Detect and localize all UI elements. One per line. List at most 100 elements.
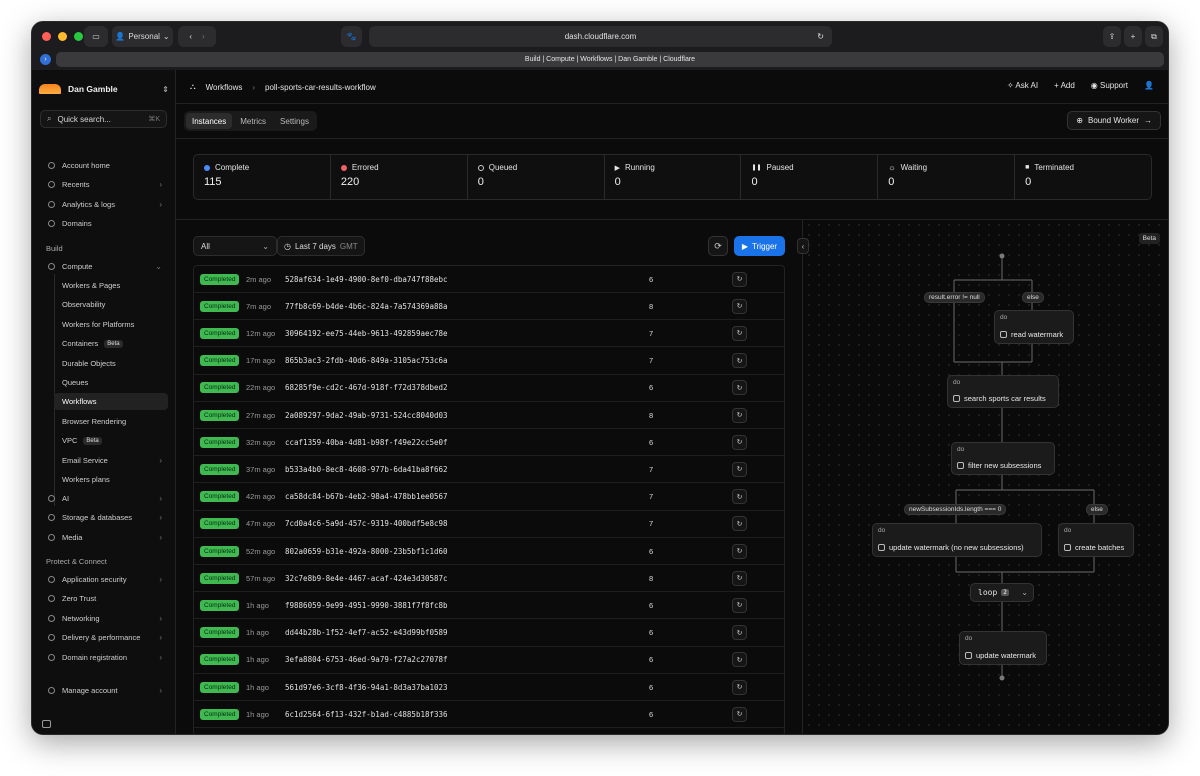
reload-icon[interactable]: ↻ [817, 32, 824, 41]
node-update-watermark[interactable]: do update watermark [959, 631, 1047, 665]
add-button[interactable]: + Add [1054, 81, 1075, 90]
share-icon[interactable]: ⇪ [1103, 26, 1121, 47]
close-window-button[interactable] [42, 32, 51, 41]
table-row[interactable]: Completed 1h ago f9886059-9e99-4951-9990-3… [194, 592, 784, 620]
sidebar-item-vpc[interactable]: VPC Beta [54, 432, 168, 449]
table-row[interactable]: Completed 57m ago 32c7e8b9-8e4e-4467-acaf-… [194, 565, 784, 593]
forward-icon[interactable]: › [202, 32, 205, 41]
extension-paw-icon[interactable]: 🐾 [341, 26, 362, 47]
table-row[interactable]: Completed 42m ago ca58dc84-b67b-4eb2-98a4-… [194, 484, 784, 511]
sidebar-item-storage-databases[interactable]: Storage & databases › [40, 509, 168, 526]
table-row[interactable]: Completed 1h ago dd44b28b-1f52-4ef7-ac52-e… [194, 620, 784, 647]
table-row[interactable]: Completed 12m ago 30964192-ee75-44eb-9613-… [194, 320, 784, 348]
tab-instances[interactable]: Instances [186, 113, 233, 129]
sidebar-item-domains[interactable]: Domains [40, 215, 168, 232]
table-row[interactable]: Completed 37m ago b533a4b0-8ec8-4608-977b-… [194, 456, 784, 484]
sidebar-item-durable-objects[interactable]: Durable Objects [54, 355, 168, 372]
tab-settings[interactable]: Settings [280, 116, 309, 126]
restart-instance-button[interactable]: ↻ [732, 434, 747, 450]
sidebar-item-compute[interactable]: Compute ⌄ [40, 258, 168, 275]
stat-waiting[interactable]: ☼ Waiting 0 [878, 155, 1016, 199]
tab-group-icon[interactable]: › [40, 54, 51, 65]
table-row[interactable]: Completed 27m ago 2a089297-9da2-49ab-9731-… [194, 402, 784, 429]
sidebar-toggle-icon[interactable]: ▭ [84, 26, 108, 47]
table-row[interactable]: Completed 47m ago 7cd0a4c6-5a9d-457c-9319-… [194, 511, 784, 538]
tab-metrics[interactable]: Metrics [240, 116, 267, 126]
zoom-window-button[interactable] [74, 32, 83, 41]
sidebar-item-email-service[interactable]: Email Service › [54, 452, 168, 469]
table-row[interactable]: Completed 17m ago 865b3ac3-2fdb-40d6-849a-… [194, 348, 784, 375]
sidebar-item-manage-account[interactable]: Manage account › [40, 682, 168, 699]
node-create-batches[interactable]: do create batches [1058, 523, 1134, 557]
condition-else[interactable]: else [1086, 504, 1108, 515]
sidebar-item-workflows[interactable]: Workflows [54, 393, 168, 411]
stat-running[interactable]: ▶ Running 0 [605, 155, 742, 199]
restart-instance-button[interactable]: ↻ [732, 652, 747, 668]
sidebar-item-ai[interactable]: AI › [40, 490, 168, 507]
stat-terminated[interactable]: ■ Terminated 0 [1015, 155, 1151, 199]
tabs-overview-icon[interactable]: ⧉ [1145, 26, 1163, 47]
sidebar-item-analytics-logs[interactable]: Analytics & logs › [40, 196, 168, 213]
table-row[interactable]: Completed 2m ago 528af634-1e49-4900-8ef0-d… [194, 266, 784, 293]
table-row[interactable]: Completed 22m ago 68285f9e-cd2c-467d-918f-… [194, 375, 784, 402]
restart-instance-button[interactable]: ↻ [732, 461, 747, 477]
breadcrumb-workflows[interactable]: Workflows [205, 82, 243, 92]
restart-instance-button[interactable]: ↻ [732, 543, 747, 559]
sidebar-item-media[interactable]: Media › [40, 529, 168, 546]
address-bar[interactable]: dash.cloudflare.com ↻ [369, 26, 832, 47]
collapse-panel-button[interactable]: ‹ [797, 238, 809, 254]
collapse-sidebar-icon[interactable] [42, 720, 51, 728]
restart-instance-button[interactable]: ↻ [732, 325, 747, 341]
sidebar-item-recents[interactable]: Recents › [40, 176, 168, 193]
status-filter[interactable]: All ⌄ [193, 236, 277, 256]
stat-queued[interactable]: Queued 0 [468, 155, 605, 199]
ask-ai-button[interactable]: ✧ Ask AI [1007, 81, 1038, 90]
quick-search[interactable]: ⌕ Quick search... ⌘K [40, 110, 167, 128]
loop-node[interactable]: loop 2 ⌄ [970, 583, 1034, 602]
bound-worker-button[interactable]: ⊕ Bound Worker → [1067, 111, 1161, 130]
stat-complete[interactable]: Complete 115 [194, 155, 331, 199]
time-range-picker[interactable]: ◷ Last 7 days GMT [277, 236, 365, 256]
workflow-graph[interactable]: Beta result.error != null else do rea [804, 220, 1168, 734]
account-switcher[interactable]: Dan Gamble ⇕ [39, 82, 169, 96]
sidebar-item-browser-rendering[interactable]: Browser Rendering [54, 413, 168, 430]
node-update-no-new[interactable]: do update watermark (no new subsessions) [872, 523, 1042, 557]
sidebar-item-account-home[interactable]: Account home [40, 157, 168, 174]
restart-instance-button[interactable]: ↻ [732, 516, 747, 532]
trigger-button[interactable]: ▶ Trigger [734, 236, 785, 256]
node-filter-subsessions[interactable]: do filter new subsessions [951, 442, 1055, 475]
stat-errored[interactable]: Errored 220 [331, 155, 468, 199]
sidebar-item-delivery-performance[interactable]: Delivery & performance › [40, 629, 168, 646]
table-row[interactable]: Completed 7m ago 77fb8c69-b4de-4b6c-824a-7… [194, 293, 784, 321]
node-read-watermark[interactable]: do read watermark [994, 310, 1074, 344]
user-icon[interactable]: 👤 [1144, 81, 1154, 90]
restart-instance-button[interactable]: ↻ [732, 271, 747, 287]
restart-instance-button[interactable]: ↻ [732, 298, 747, 314]
minimize-window-button[interactable] [58, 32, 67, 41]
profile-button[interactable]: 👤 Personal ⌄ [112, 26, 173, 47]
sidebar-item-application-security[interactable]: Application security › [40, 571, 168, 588]
node-search-results[interactable]: do search sports car results [947, 375, 1059, 408]
sidebar-item-workers-for-platforms[interactable]: Workers for Platforms [54, 316, 168, 333]
sidebar-item-networking[interactable]: Networking › [40, 610, 168, 627]
table-row[interactable]: Completed 32m ago ccaf1359-40ba-4d81-b98f-… [194, 429, 784, 457]
new-tab-icon[interactable]: + [1124, 26, 1142, 47]
chevron-down-icon[interactable]: ⌄ [1021, 588, 1028, 597]
sidebar-item-domain-registration[interactable]: Domain registration › [40, 649, 168, 666]
condition-length[interactable]: newSubsessionIds.length === 0 [904, 504, 1007, 515]
refresh-button[interactable]: ⟳ [708, 236, 728, 256]
table-row[interactable]: Completed↻ [194, 728, 784, 734]
stat-paused[interactable]: ❚❚ Paused 0 [741, 155, 879, 199]
restart-instance-button[interactable]: ↻ [732, 489, 747, 505]
restart-instance-button[interactable]: ↻ [732, 625, 747, 641]
sidebar-item-observability[interactable]: Observability [54, 296, 168, 313]
condition-error[interactable]: result.error != null [924, 292, 985, 303]
restart-instance-button[interactable]: ↻ [732, 380, 747, 396]
restart-instance-button[interactable]: ↻ [732, 679, 747, 695]
sidebar-item-queues[interactable]: Queues [54, 374, 168, 391]
table-row[interactable]: Completed 52m ago 802a0659-b31e-492a-8000-… [194, 538, 784, 565]
sidebar-item-containers[interactable]: Containers Beta [54, 335, 168, 352]
table-row[interactable]: Completed 1h ago 6c1d2564-6f13-432f-b1ad-c… [194, 701, 784, 729]
restart-instance-button[interactable]: ↻ [732, 407, 747, 423]
restart-instance-button[interactable]: ↻ [732, 706, 747, 722]
